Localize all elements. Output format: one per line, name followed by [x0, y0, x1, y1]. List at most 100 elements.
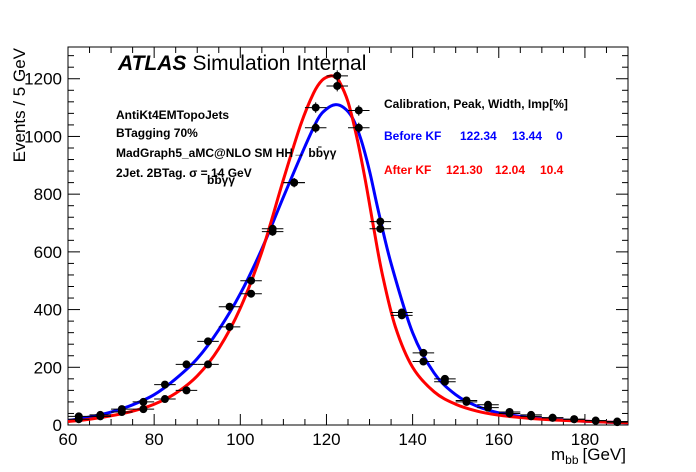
marker: [527, 412, 536, 421]
legend-after-kf-width: 12.04: [495, 163, 525, 177]
point-before-kf: [304, 122, 327, 133]
point-after-kf: [89, 412, 112, 421]
marker: [268, 227, 277, 236]
y-tick-label: 1200: [24, 70, 62, 89]
point-before-kf: [132, 397, 155, 406]
x-tick-label: 180: [571, 430, 599, 449]
point-after-kf: [369, 224, 392, 233]
info-line-jets: AntiKt4EMTopoJets: [116, 108, 229, 122]
point-before-kf: [218, 302, 241, 311]
point-after-kf: [434, 374, 456, 383]
marker: [419, 357, 428, 366]
legend-before-kf-imp: 0: [556, 129, 563, 143]
marker: [397, 311, 406, 320]
y-tick-label: 800: [34, 185, 62, 204]
marker: [484, 400, 492, 409]
point-before-kf: [175, 360, 198, 369]
marker: [160, 380, 169, 389]
point-after-kf: [68, 415, 90, 424]
x-tick-label: 120: [312, 430, 340, 449]
point-after-kf: [218, 322, 241, 331]
marker: [225, 302, 234, 311]
marker: [548, 413, 557, 422]
y-tick-label: 600: [34, 243, 62, 262]
marker: [333, 81, 342, 90]
y-axis-title: Events / 5 GeV: [10, 47, 29, 162]
marker: [225, 322, 234, 331]
point-after-kf: [283, 178, 305, 188]
x-axis-title-unit: [GeV]: [583, 445, 626, 464]
point-before-kf: [240, 276, 262, 285]
axes: 60 80 100 120 140 160 180 0 200 400 600 800 1000 1200: [24, 46, 629, 449]
marker: [462, 396, 471, 405]
marker: [440, 374, 449, 383]
marker: [247, 289, 256, 298]
marker: [311, 103, 320, 112]
marker: [204, 337, 212, 346]
marker: [139, 405, 148, 414]
marker: [333, 71, 342, 80]
point-after-kf: [541, 413, 564, 422]
y-tick-label: 400: [34, 301, 62, 320]
marker: [311, 123, 320, 132]
point-after-kf: [154, 395, 176, 404]
point-after-kf: [348, 105, 370, 116]
x-axis-title: mbb [GeV]: [551, 445, 626, 467]
marker: [419, 348, 428, 357]
marker: [160, 395, 169, 404]
point-after-kf: [520, 412, 542, 421]
point-after-kf: [326, 70, 348, 82]
point-after-kf: [498, 409, 521, 418]
point-after-kf: [606, 417, 628, 426]
x-tick-label: 160: [485, 430, 513, 449]
marker: [182, 360, 191, 369]
marker: [354, 106, 363, 115]
x-tick-label: 60: [59, 430, 78, 449]
point-after-kf: [563, 415, 585, 424]
info-line-selection-text: 2Jet. 2BTag. σ = 14 GeV: [116, 166, 252, 180]
x-tick-label: 140: [398, 430, 426, 449]
point-after-kf: [477, 400, 499, 409]
marker: [247, 276, 256, 285]
point-before-kf: [326, 80, 348, 92]
info-line-selection: 2Jet. 2BTag. σ = 14 GeV: [116, 166, 252, 180]
point-after-kf: [391, 311, 413, 320]
point-before-kf: [154, 380, 176, 389]
point-before-kf: [369, 217, 392, 226]
data-points: [68, 70, 628, 427]
point-after-kf: [304, 102, 327, 113]
y-tick-label: 1000: [24, 127, 62, 146]
info-sigma-subscript: bb̄γγ: [207, 173, 235, 187]
atlas-label: ATLAS Simulation Internal: [117, 52, 366, 75]
marker: [505, 409, 514, 418]
marker: [182, 386, 191, 395]
marker: [74, 415, 83, 424]
y-tick-label: 0: [53, 416, 62, 435]
point-after-kf: [175, 386, 198, 395]
point-after-kf: [240, 289, 262, 298]
legend-after-kf-imp: 10.4: [540, 163, 564, 177]
marker: [570, 415, 579, 424]
y-tick-label: 200: [34, 358, 62, 377]
marker: [613, 417, 622, 426]
point-after-kf: [584, 416, 607, 425]
marker: [376, 224, 385, 233]
atlas-label-sub: Simulation Internal: [192, 52, 366, 75]
legend-header: Calibration, Peak, Width, Imp[%]: [384, 97, 568, 111]
marker: [117, 408, 126, 417]
legend-before-kf: Before KF 122.34 13.44 0: [384, 129, 563, 143]
marker: [204, 360, 212, 369]
point-after-kf: [197, 360, 219, 369]
legend-before-kf-width: 13.44: [512, 129, 542, 143]
point-before-kf: [348, 122, 370, 133]
marker: [96, 412, 105, 421]
marker: [354, 123, 363, 132]
marker: [376, 217, 385, 226]
legend-before-kf-peak: 122.34: [460, 129, 497, 143]
point-after-kf: [455, 396, 478, 405]
info-line-btag: BTagging 70%: [116, 126, 198, 140]
atlas-label-bold: ATLAS: [117, 52, 186, 75]
point-after-kf: [111, 408, 133, 417]
legend-after-kf-peak: 121.30: [446, 163, 483, 177]
